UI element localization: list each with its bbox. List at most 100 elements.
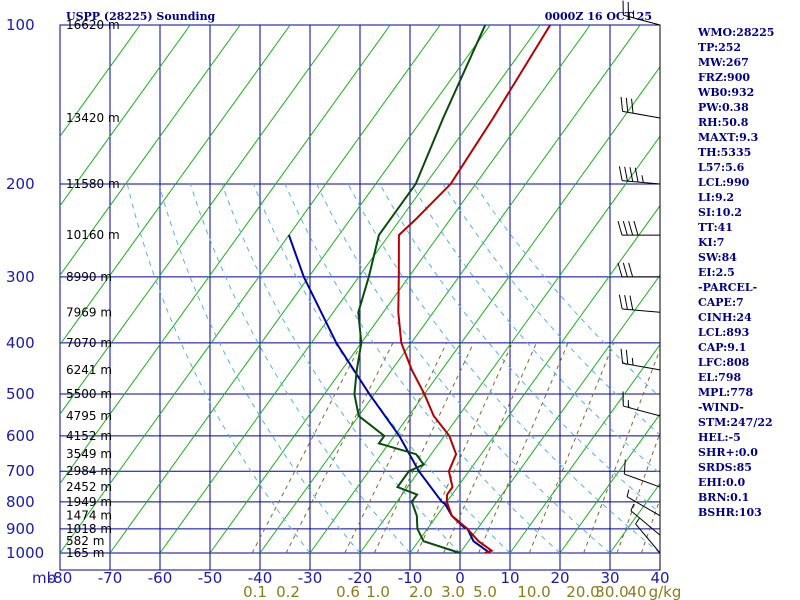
isotherm [259, 25, 641, 554]
isotherm [60, 25, 191, 207]
pressure-tick: 400 [6, 334, 35, 352]
index-item: EI:2.5 [698, 266, 735, 279]
mixing-ratio-tick: 2.0 [409, 583, 433, 600]
mixing-ratio-tick: 10.0 [517, 583, 550, 600]
height-label: 582 m [66, 534, 104, 548]
mixing-ratio-line [373, 342, 475, 554]
dry-adiabat [158, 183, 361, 554]
parcel-trace [287, 234, 491, 554]
wind-barb [617, 262, 660, 278]
index-item: BSHR:103 [698, 506, 762, 519]
index-item: -PARCEL- [698, 281, 757, 294]
wind-barb [635, 517, 661, 554]
height-label: 16620 m [66, 18, 120, 32]
height-label: 3549 m [66, 447, 112, 461]
barb-full [634, 167, 639, 183]
temperature-tick: 30 [600, 569, 619, 587]
height-label: 2984 m [66, 464, 112, 478]
index-item: LFC:808 [698, 356, 750, 369]
index-item: TT:41 [698, 221, 733, 234]
mixing-ratio-line [583, 347, 660, 554]
barb-full [624, 166, 628, 182]
height-label: 7969 m [66, 305, 112, 319]
index-item: SRDS:85 [698, 461, 752, 474]
mixing-ratio-line [443, 342, 537, 554]
height-label: 1949 m [66, 495, 112, 509]
barb-full [620, 348, 624, 364]
temperature-tick: -10 [398, 569, 423, 587]
pressure-tick: 600 [6, 427, 35, 445]
index-item: L57:5.6 [698, 161, 745, 174]
dry-adiabat [221, 183, 461, 554]
index-item: WMO:28225 [697, 26, 774, 39]
index-item: CAP:9.1 [698, 341, 746, 354]
isotherm [309, 66, 660, 554]
isotherm [60, 25, 391, 485]
barb-full [624, 295, 628, 310]
dry-adiabat [347, 183, 660, 554]
mixing-ratio-tick: 0.1 [243, 583, 267, 600]
height-label: 7070 m [66, 336, 112, 350]
pressure-unit: mb [32, 569, 56, 587]
barb-half [641, 175, 644, 183]
barb-half [630, 503, 635, 511]
isotherm [209, 25, 591, 554]
barb-staff [622, 180, 661, 185]
height-label: 6241 m [66, 363, 112, 377]
mixing-ratio-tick: g/kg [649, 583, 682, 600]
height-label: 1474 m [66, 509, 112, 523]
wind-barb [622, 0, 661, 26]
index-item: -WIND- [698, 401, 744, 414]
dry-adiabat [252, 183, 511, 554]
index-item: MW:267 [698, 56, 749, 69]
barb-full [629, 167, 634, 182]
isotherm [60, 25, 441, 554]
barb-full [623, 459, 626, 475]
isotherm [760, 25, 800, 553]
barb-full [631, 98, 634, 114]
barb-full [617, 262, 623, 278]
temperature-tick: -80 [48, 569, 73, 587]
pressure-tick: 1000 [6, 544, 44, 562]
barb-staff [622, 110, 661, 119]
mixing-ratio-line [416, 342, 513, 554]
index-item: FRZ:900 [698, 71, 750, 84]
dry-adiabat [316, 183, 611, 554]
pressure-tick: 800 [6, 493, 35, 511]
pressure-tick: 500 [6, 385, 35, 403]
barb-half [635, 517, 641, 525]
height-label: 13420 m [66, 111, 120, 125]
barb-full [620, 96, 624, 112]
mixing-ratio-line [528, 342, 615, 554]
barb-full [625, 349, 629, 365]
barb-staff [630, 510, 661, 536]
height-label: 165 m [66, 546, 104, 560]
wind-barb [620, 96, 661, 119]
barb-staff [622, 308, 661, 313]
barb-full [622, 262, 628, 278]
dry-adiabat [410, 183, 660, 475]
temperature-tick: -70 [98, 569, 123, 587]
barb-full [618, 166, 623, 181]
mixing-ratio-line [285, 342, 394, 554]
barb-full [622, 220, 628, 236]
height-label: 11580 m [66, 177, 120, 191]
temperature-tick: -40 [248, 569, 273, 587]
barb-full [618, 294, 623, 310]
pressure-tick: 700 [6, 462, 35, 480]
index-item: CAPE:7 [698, 296, 744, 309]
barb-full [633, 220, 639, 236]
barb-staff [626, 496, 661, 517]
barb-full [617, 220, 623, 236]
dewpoint-profile [353, 25, 487, 554]
wind-barb [618, 294, 661, 313]
mixing-ratio-line [251, 342, 363, 554]
index-item: RH:50.8 [698, 116, 749, 129]
index-item: EL:798 [698, 371, 741, 384]
index-item: BRN:0.1 [698, 491, 749, 504]
index-item: KI:7 [698, 236, 724, 249]
barb-staff [622, 362, 661, 371]
wind-barbs [617, 0, 661, 570]
